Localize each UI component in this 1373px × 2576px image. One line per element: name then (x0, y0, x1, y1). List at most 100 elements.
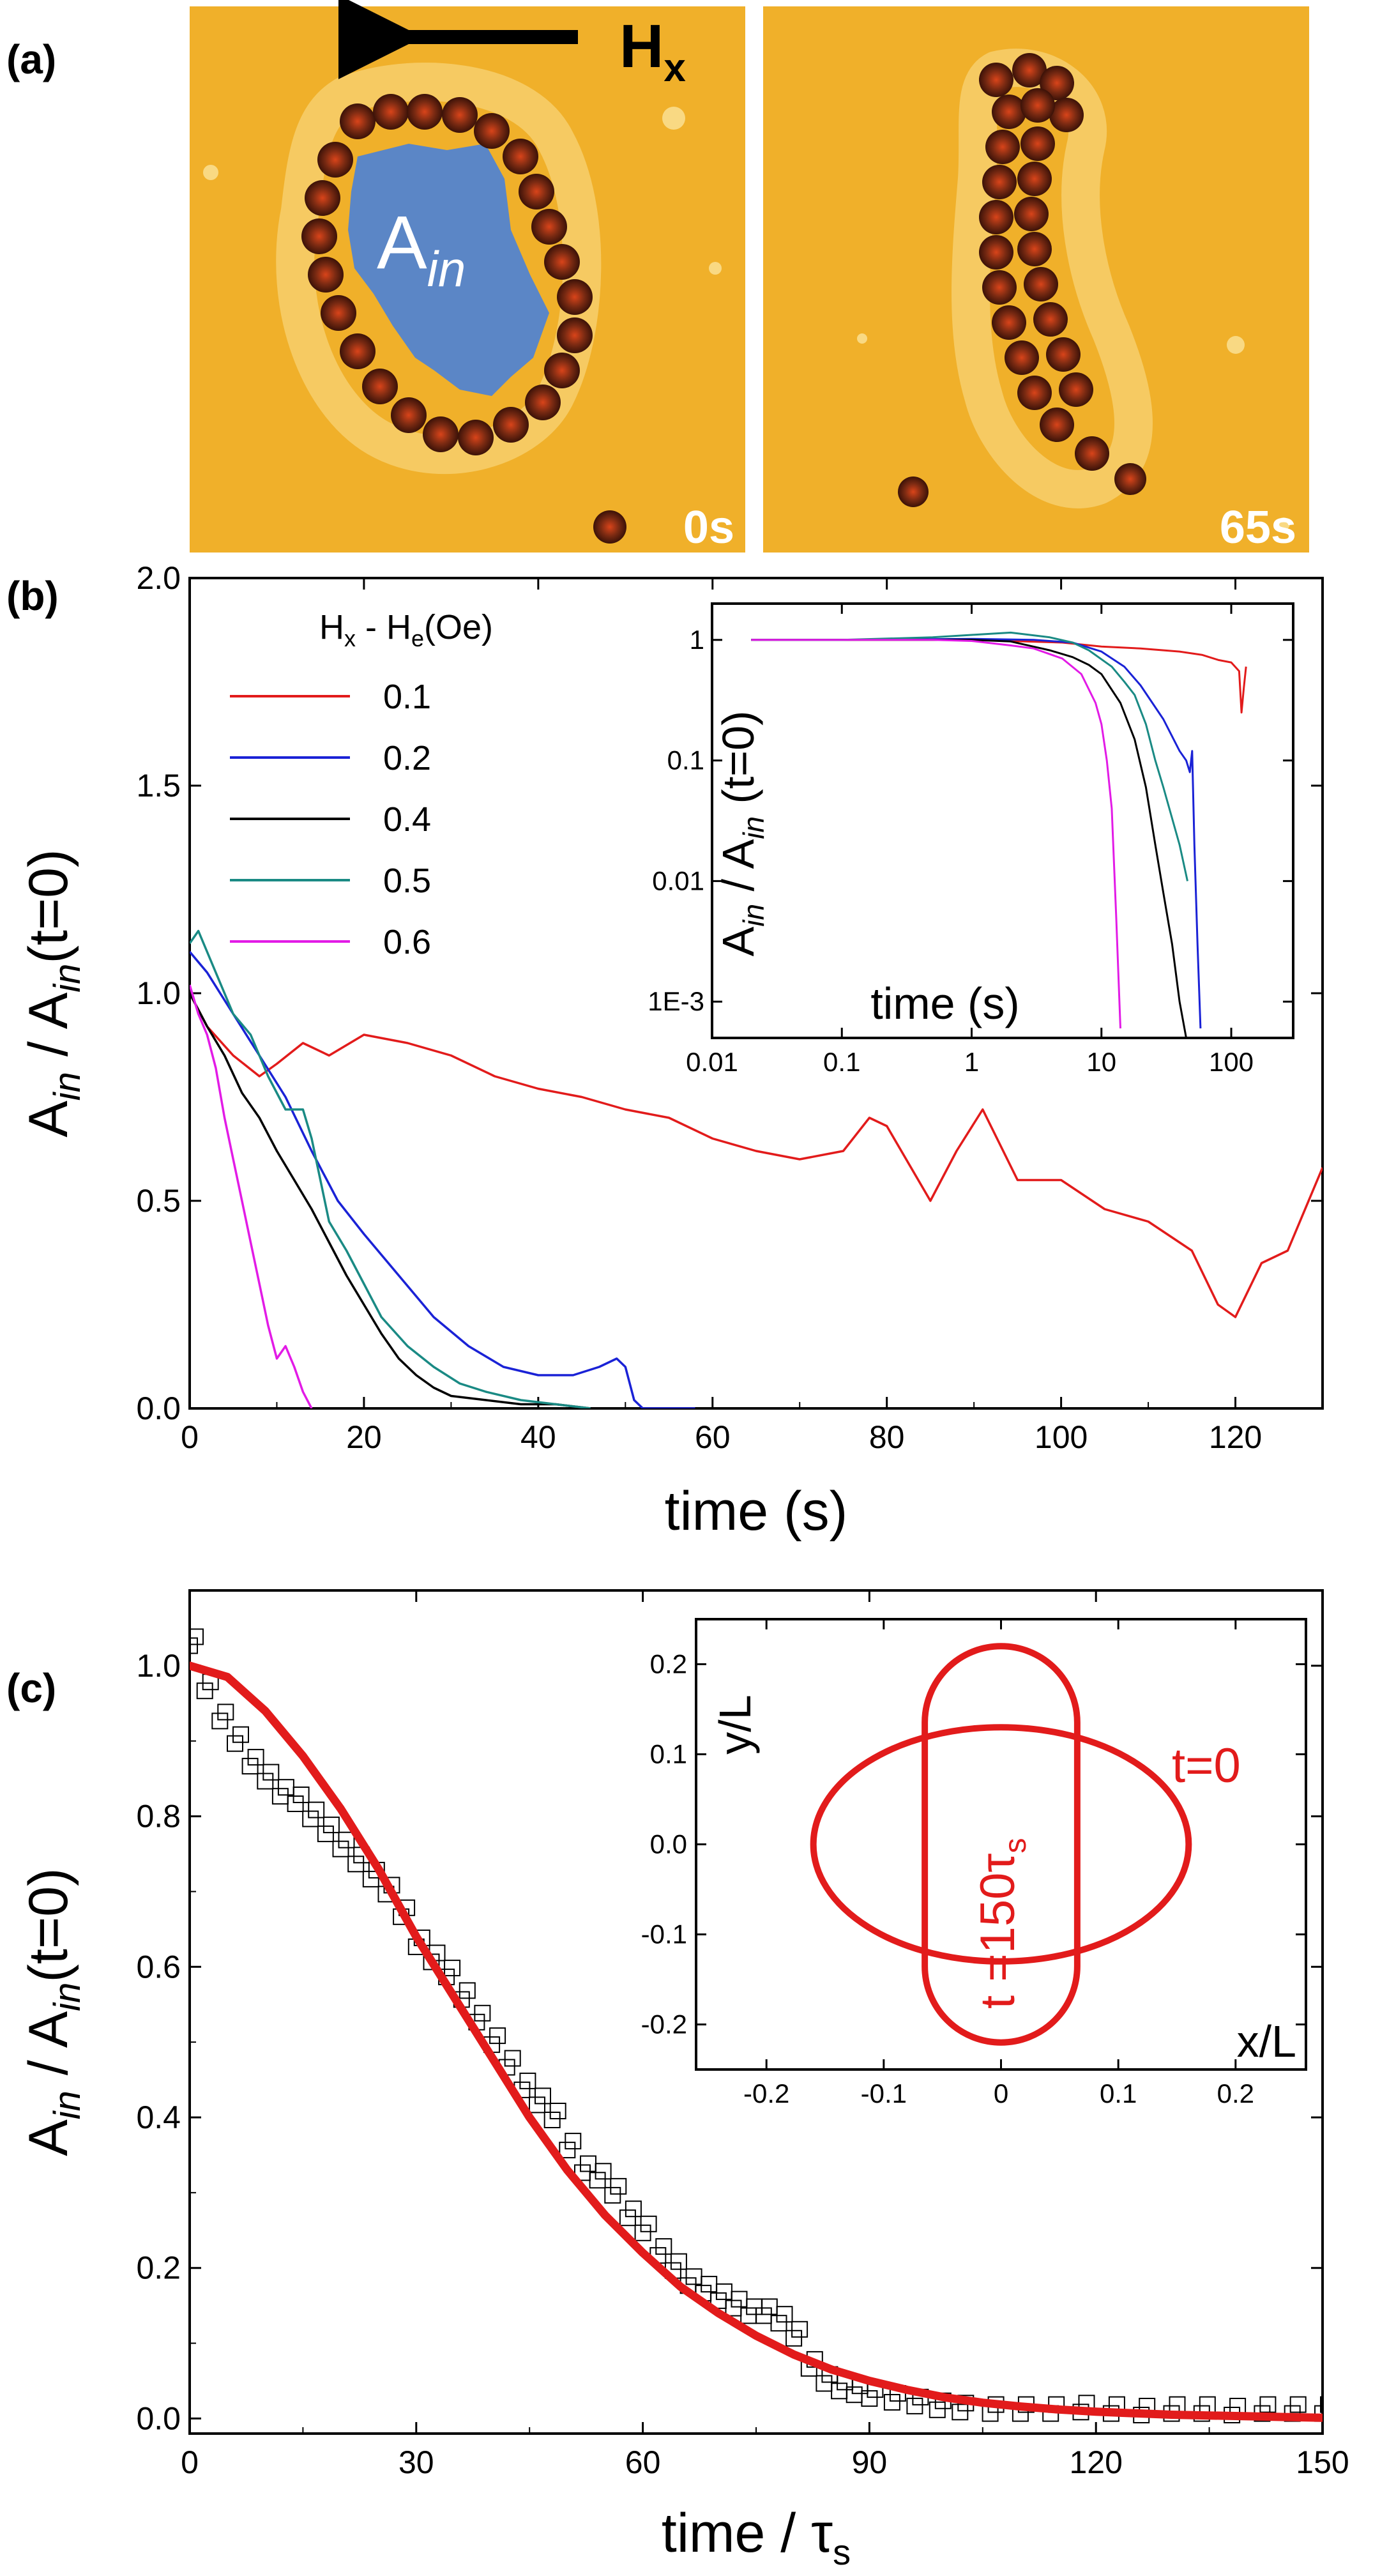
inset-y-tick-label: 0.01 (652, 865, 704, 896)
panel-b-legend: Hx - He(Oe) 0.1 0.2 0.4 0.5 0.6 (230, 608, 493, 961)
data-point-square (604, 2186, 621, 2204)
y-tick-label: 1.0 (136, 1648, 181, 1684)
inset-b-frame (711, 602, 1294, 1039)
data-point-square (1199, 2396, 1216, 2413)
panel-c-xlabel: time / τs (662, 2503, 851, 2572)
panel-c-series (190, 1628, 1323, 2423)
data-point-square (595, 2163, 612, 2180)
panel-c-inset: -0.2 -0.1 0 0.1 0.2 -0.2 -0.1 0.0 0.1 0.2 x/L y/L… (641, 1618, 1307, 2108)
data-point-square (535, 2087, 551, 2105)
x-tick-label: 90 (852, 2444, 888, 2480)
data-point-square (746, 2298, 763, 2315)
shape-ellipse-t0 (810, 1724, 1192, 1965)
y-tick-label: 0.2 (136, 2250, 181, 2286)
data-point-square (347, 1856, 365, 1873)
x-tick-label: 80 (869, 1419, 905, 1455)
data-point-square (761, 2298, 778, 2315)
data-point-square (625, 2200, 642, 2218)
photo-right: 65s (763, 6, 1309, 553)
legend-rows: 0.1 0.2 0.4 0.5 0.6 (230, 678, 431, 961)
x-tick-label: 0 (181, 2444, 199, 2480)
x-tick-label: 60 (625, 2444, 661, 2480)
shape-label-t150: t =150τs (971, 1838, 1033, 2009)
panel-b-series (190, 929, 1323, 1408)
legend-label-0.4: 0.4 (383, 800, 431, 839)
y-tick-label: 1.0 (136, 975, 181, 1011)
data-point-square (791, 2321, 808, 2338)
x-tick-label: 120 (1209, 1419, 1262, 1455)
data-point-square (883, 2394, 900, 2411)
x-tick-label: -0.1 (861, 2078, 907, 2108)
data-point-square (1229, 2398, 1247, 2414)
data-point-square (731, 2290, 748, 2308)
legend-label-0.1: 0.1 (383, 678, 431, 716)
data-point-square (262, 1764, 280, 1781)
inset-c-xlabel: x/L (1237, 2016, 1296, 2066)
data-point-square (474, 2004, 491, 2022)
data-point-square (1289, 2396, 1307, 2413)
cluster-halo-right (952, 49, 1153, 508)
data-point-square (952, 2404, 969, 2421)
inset-series-line-0.5 (751, 631, 1188, 881)
field-label: Hx (619, 12, 686, 90)
panel-c-ticks: 0 30 60 90 120 150 0.0 0.2 0.4 0.6 0.8 1.0 (136, 1590, 1349, 2480)
y-tick-label: 0.0 (136, 2400, 181, 2436)
x-tick-label: 0 (994, 2078, 1008, 2108)
inset-x-tick-label: 0.1 (823, 1047, 860, 1077)
y-tick-label: 1.5 (136, 768, 181, 804)
inset-x-tick-label: 10 (1086, 1047, 1116, 1077)
data-point-square (685, 2268, 702, 2285)
data-point-square (655, 2238, 672, 2255)
series-line-0.1 (190, 993, 1323, 1318)
data-point-square (489, 2027, 506, 2045)
data-point-square (589, 2172, 606, 2189)
inset-series-line-0.4 (751, 639, 1187, 1038)
particles-left (301, 94, 626, 544)
data-point-square (529, 2096, 545, 2114)
data-point-square (227, 1735, 243, 1752)
data-point-square (247, 1749, 264, 1766)
series-line-0.4 (190, 993, 591, 1408)
data-point-square (1320, 2396, 1323, 2413)
y-tick-label: -0.1 (641, 1919, 687, 1949)
data-point-square (725, 2299, 742, 2317)
x-tick-label: 120 (1069, 2444, 1122, 2480)
data-point-square (1169, 2396, 1186, 2413)
data-point-square (565, 2133, 582, 2150)
panel-a: (a) Hx Ain 0s (6, 0, 1309, 553)
area-label: Ain (377, 201, 466, 297)
inset-x-tick-label: 0.01 (686, 1047, 738, 1077)
data-point-square (338, 1831, 355, 1848)
data-point-square (549, 2103, 566, 2119)
data-point-square (815, 2375, 833, 2392)
particles-right (898, 53, 1146, 507)
x-tick-label: 0.1 (1100, 2078, 1137, 2108)
data-point-square (190, 1628, 204, 1645)
data-point-square (241, 1758, 259, 1775)
data-point-square (444, 1960, 461, 1977)
y-tick-label: 0.0 (136, 1391, 181, 1426)
legend-title: Hx - He(Oe) (319, 608, 493, 652)
data-point-square (292, 1787, 310, 1803)
data-point-square (232, 1726, 249, 1743)
data-point-square (776, 2306, 793, 2323)
series-line-0.6 (190, 984, 313, 1408)
data-point-square (755, 2307, 772, 2324)
x-tick-label: 0 (181, 1419, 199, 1455)
legend-label-0.2: 0.2 (383, 739, 431, 777)
y-tick-label: 0.6 (136, 1949, 181, 1985)
data-point-square (322, 1817, 340, 1834)
data-point-square (543, 2112, 561, 2128)
panel-b-xlabel: time (s) (665, 1481, 848, 1542)
panel-b-inset: 0.01 0.1 1 10 100 1E-3 0.01 0.1 1 time (s) Ain /… (648, 602, 1294, 1077)
series-line-0.5 (190, 929, 591, 1408)
inset-b-series (751, 631, 1247, 1038)
timestamp-left: 0s (683, 502, 734, 553)
data-point-square (670, 2253, 687, 2270)
inset-y-tick-label: 0.1 (667, 745, 704, 775)
halo-spots-left (203, 107, 722, 275)
panel-b-ylabel: Ain / Ain(t=0) (18, 849, 88, 1137)
panel-c: (c) 0 30 60 90 120 150 0.0 0.2 0.4 0.6 0.8 1.0 time… (6, 1589, 1349, 2572)
shape-stadium-t150 (922, 1643, 1081, 2046)
y-tick-label: 0.8 (136, 1799, 181, 1834)
